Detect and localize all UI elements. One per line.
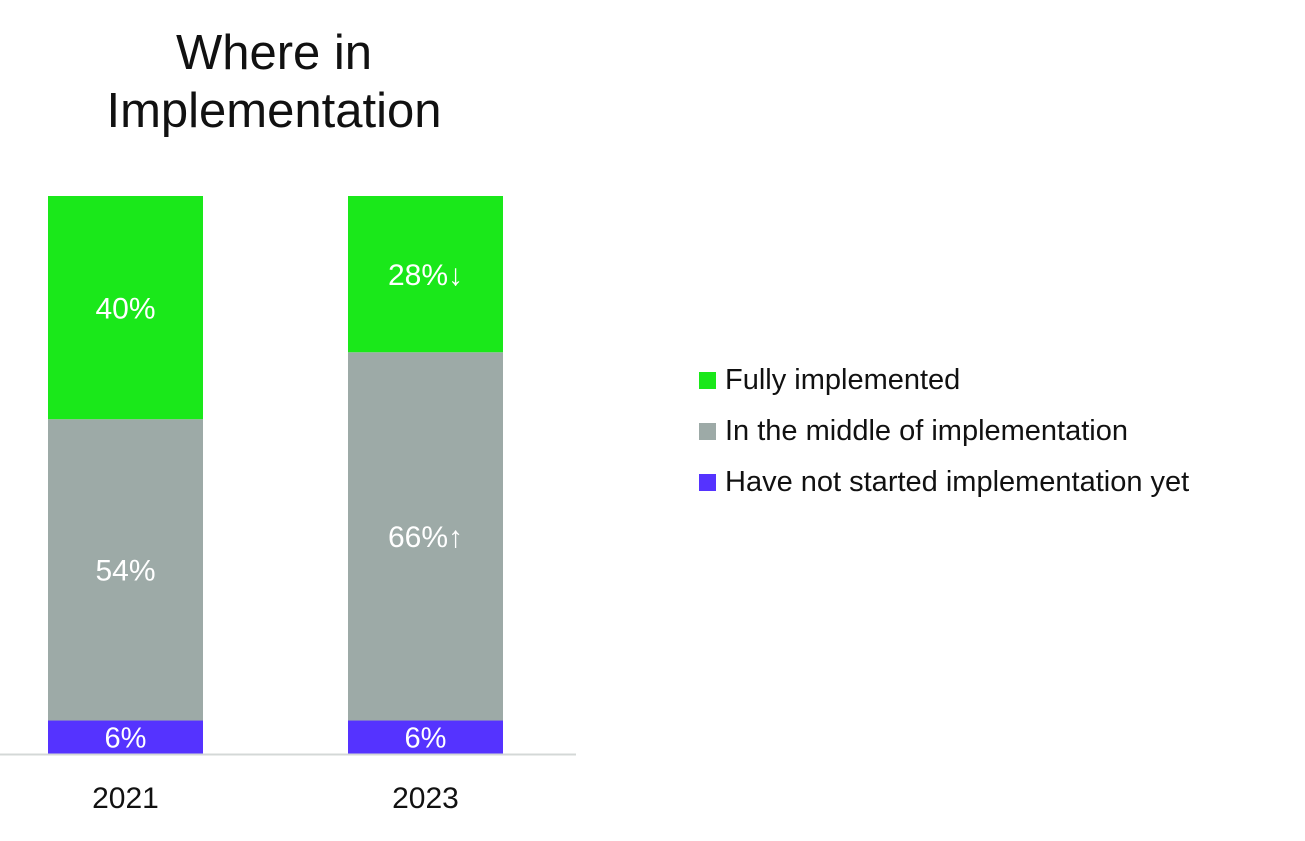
x-tick-label-2021: 2021: [92, 782, 159, 815]
bar-segment-2021-have-not-started-implementation-yet: [48, 720, 203, 754]
legend-item-in-the-middle: In the middle of implementation: [699, 406, 1189, 457]
chart-legend: Fully implemented In the middle of imple…: [699, 355, 1189, 508]
bar-segment-2023-fully-implemented: [348, 196, 503, 353]
data-label-2023-fully-implemented: 28%↓: [388, 259, 463, 292]
stacked-bar-chart: 6% 54% 40% 2021 6% 66%↑ 28%↓ 2023: [0, 196, 576, 815]
bar-segment-2023-in-the-middle-of-implementation: [348, 352, 503, 721]
chart-title-line-1: Where in: [175, 26, 373, 80]
legend-label-in-the-middle: In the middle of implementation: [725, 415, 1128, 447]
data-label-2023-in-the-middle-of-implementation: 66%↑: [388, 521, 463, 554]
data-label-2021-fully-implemented: 40%: [95, 292, 155, 325]
data-label-2021-have-not-started-implementation-yet: 6%: [105, 723, 147, 755]
bar-segment-2021-in-the-middle-of-implementation: [48, 419, 203, 721]
bar-segment-2023-have-not-started-implementation-yet: [348, 720, 503, 754]
chart-title: Where in Implementation: [0, 24, 548, 140]
legend-item-not-started: Have not started implementation yet: [699, 457, 1189, 508]
legend-swatch-in-the-middle: [699, 423, 716, 440]
x-tick-label-2023: 2023: [392, 782, 459, 815]
data-label-2023-have-not-started-implementation-yet: 6%: [405, 723, 447, 755]
legend-label-fully-implemented: Fully implemented: [725, 364, 961, 396]
legend-swatch-not-started: [699, 474, 716, 491]
bar-segment-2021-fully-implemented: [48, 196, 203, 420]
data-label-2021-in-the-middle-of-implementation: 54%: [95, 555, 155, 588]
legend-item-fully-implemented: Fully implemented: [699, 355, 1189, 406]
legend-swatch-fully-implemented: [699, 372, 716, 389]
chart-title-line-2: Implementation: [106, 84, 442, 138]
legend-label-not-started: Have not started implementation yet: [725, 466, 1190, 498]
